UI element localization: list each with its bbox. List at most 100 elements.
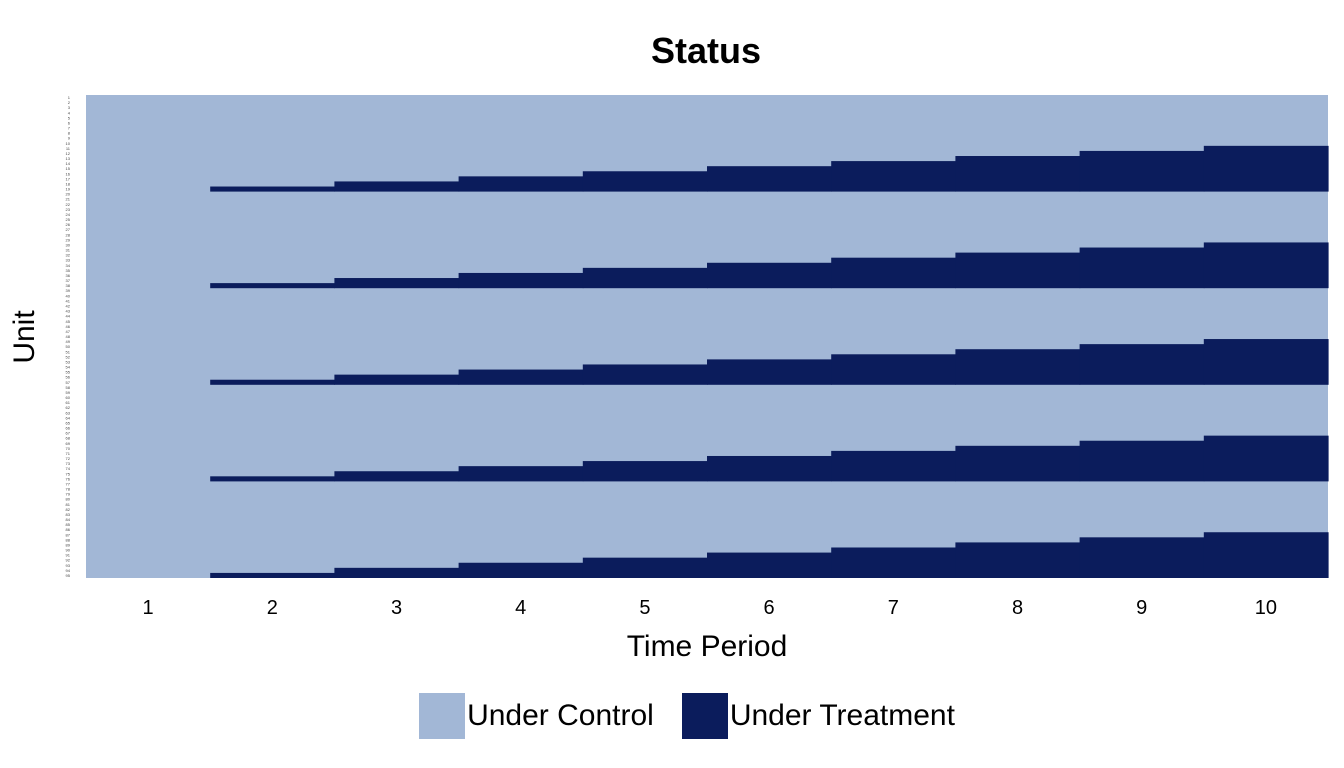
y-tick-label-16: 16 [66,171,71,176]
treated-cell-cycle-2-period-4 [458,272,584,289]
treated-cell-cycle-5-period-5 [582,557,708,578]
treated-cell-cycle-1-period-7 [831,161,956,192]
y-tick-label-92: 92 [66,558,71,563]
y-tick-label-82: 82 [66,507,71,512]
treated-cell-cycle-4-period-6 [707,455,832,482]
treated-cell-cycle-1-period-9 [1079,150,1205,192]
y-tick-label-18: 18 [66,181,71,186]
y-tick-label-47: 47 [66,329,71,334]
y-tick-label-27: 27 [66,227,71,232]
y-tick-label-65: 65 [66,420,71,425]
y-tick-label-13: 13 [66,156,71,161]
y-tick-label-42: 42 [66,303,71,308]
y-tick-label-31: 31 [66,248,71,253]
y-tick-label-84: 84 [66,517,71,522]
y-tick-label-12: 12 [66,151,71,156]
y-tick-label-81: 81 [66,502,71,507]
treated-cell-cycle-4-period-2 [210,476,335,482]
legend: Under Control Under Treatment [0,693,1344,739]
treated-cell-cycle-4-period-5 [582,461,708,482]
y-tick-label-52: 52 [66,354,71,359]
y-tick-label-57: 57 [66,380,71,385]
y-tick-label-5: 5 [68,115,71,120]
legend-swatch-control [419,693,466,739]
y-tick-label-60: 60 [66,395,71,400]
treated-cell-cycle-3-period-8 [955,349,1081,385]
y-tick-label-83: 83 [66,512,71,517]
treated-cell-cycle-2-period-8 [955,252,1081,289]
y-tick-label-56: 56 [66,375,71,380]
treated-cell-cycle-3-period-6 [707,359,832,385]
treated-cell-cycle-4-period-8 [955,445,1081,482]
treated-cell-cycle-5-period-3 [334,567,460,578]
y-tick-label-33: 33 [66,258,71,263]
y-tick-label-90: 90 [66,548,71,553]
y-tick-label-75: 75 [66,471,71,476]
treated-cell-cycle-3-period-4 [458,369,584,385]
y-tick-label-69: 69 [66,441,71,446]
legend-item-control: Under Control [419,693,654,739]
y-tick-label-11: 11 [66,146,71,151]
treated-cell-cycle-3-period-3 [334,374,460,385]
y-tick-label-49: 49 [66,339,71,344]
y-tick-label-70: 70 [66,446,71,451]
y-tick-label-20: 20 [66,192,71,197]
y-tick-label-40: 40 [66,293,71,298]
y-tick-label-62: 62 [66,405,71,410]
y-tick-label-67: 67 [66,431,71,436]
y-tick-label-23: 23 [66,207,71,212]
y-tick-label-95: 95 [66,573,71,578]
y-tick-label-64: 64 [66,415,71,420]
y-tick-label-10: 10 [66,141,71,146]
treated-cell-cycle-1-period-3 [334,181,460,192]
treated-cell-cycle-2-period-2 [210,283,335,289]
y-tick-label-1: 1 [68,95,71,100]
y-tick-label-35: 35 [66,268,71,273]
y-tick-label-89: 89 [66,542,71,547]
y-tick-label-55: 55 [66,370,71,375]
y-tick-label-43: 43 [66,309,71,314]
chart-title: Status [650,30,762,71]
x-tick-label-2: 2 [267,597,278,619]
y-tick-label-45: 45 [66,319,71,324]
y-tick-label-58: 58 [66,385,71,390]
legend-label-control: Under Control [467,699,654,732]
y-tick-label-72: 72 [66,456,71,461]
treated-cell-cycle-2-period-7 [831,257,956,289]
treated-cell-cycle-1-period-8 [955,156,1081,192]
legend-item-treatment: Under Treatment [681,693,955,739]
y-tick-label-54: 54 [66,365,71,370]
treated-cell-cycle-4-period-3 [334,471,460,482]
treated-cell-cycle-3-period-5 [582,364,708,385]
treated-cell-cycle-4-period-4 [458,466,584,482]
y-tick-label-15: 15 [66,166,71,171]
x-tick-label-3: 3 [391,597,402,619]
treated-cell-cycle-5-period-7 [831,547,956,578]
y-tick-label-76: 76 [66,476,71,481]
y-tick-label-37: 37 [66,278,71,283]
y-tick-label-6: 6 [68,120,71,125]
y-tick-label-85: 85 [66,522,71,527]
y-tick-label-26: 26 [66,222,71,227]
y-axis-label: Unit [8,310,41,364]
y-tick-label-29: 29 [66,237,71,242]
y-tick-label-63: 63 [66,410,71,415]
treated-cell-cycle-4-period-9 [1079,440,1205,482]
treated-cell-cycle-2-period-10 [1203,242,1329,289]
treated-cell-cycle-5-period-4 [458,562,584,578]
x-tick-label-1: 1 [143,597,154,619]
y-tick-label-14: 14 [66,161,71,166]
y-tick-label-78: 78 [66,487,71,492]
y-tick-label-7: 7 [68,126,71,131]
y-tick-label-21: 21 [66,197,71,202]
y-tick-label-74: 74 [66,466,71,471]
treated-cell-cycle-2-period-3 [334,278,460,289]
y-tick-label-53: 53 [66,359,71,364]
treated-cell-cycle-5-period-10 [1203,532,1329,578]
y-tick-label-93: 93 [66,563,71,568]
y-tick-label-91: 91 [66,553,71,558]
treated-cell-cycle-1-period-5 [582,171,708,192]
treated-cell-cycle-1-period-2 [210,186,335,192]
